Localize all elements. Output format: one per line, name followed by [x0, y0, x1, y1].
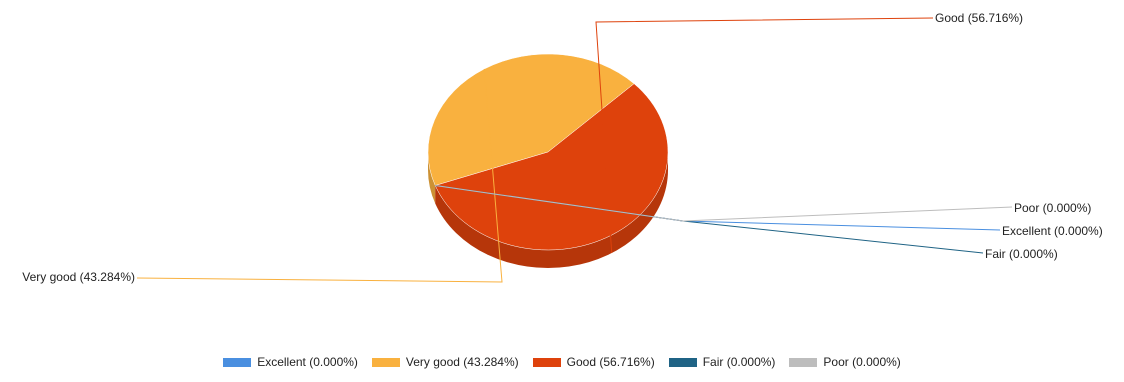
- legend-item-good[interactable]: Good (56.716%): [532, 355, 655, 369]
- slice-label-very-good: Very good (43.284%): [22, 270, 135, 284]
- legend-label-good: Good (56.716%): [566, 355, 655, 369]
- slice-label-fair: Fair (0.000%): [985, 247, 1058, 261]
- legend-swatch-good: [532, 357, 561, 367]
- legend-item-excellent[interactable]: Excellent (0.000%): [223, 355, 358, 369]
- slice-label-poor: Poor (0.000%): [1014, 201, 1091, 215]
- legend-item-fair[interactable]: Fair (0.000%): [668, 355, 776, 369]
- legend-label-excellent: Excellent (0.000%): [257, 355, 358, 369]
- pie-top-layer: [427, 53, 669, 251]
- chart-legend: Excellent (0.000%) Very good (43.284%) G…: [0, 353, 1124, 371]
- legend-swatch-fair: [668, 357, 697, 367]
- legend-label-very-good: Very good (43.284%): [405, 355, 519, 369]
- legend-swatch-very-good: [371, 357, 400, 367]
- leader-line-good: [595, 17, 934, 254]
- slice-side-very-good-0: [428, 152, 436, 204]
- legend-label-fair: Fair (0.000%): [702, 355, 776, 369]
- legend-label-poor: Poor (0.000%): [823, 355, 901, 369]
- legend-item-very-good[interactable]: Very good (43.284%): [371, 355, 519, 369]
- pie-depth-layer: [428, 152, 668, 269]
- leader-line-poor: [435, 185, 1013, 222]
- legend-swatch-excellent: [223, 357, 252, 367]
- slice-good[interactable]: [434, 83, 669, 251]
- slice-side-good-0: [435, 152, 668, 269]
- slice-label-good: Good (56.716%): [935, 11, 1023, 25]
- legend-swatch-poor: [789, 357, 818, 367]
- legend-item-poor[interactable]: Poor (0.000%): [789, 355, 901, 369]
- leader-line-very-good: [136, 68, 503, 283]
- slice-label-excellent: Excellent (0.000%): [1002, 224, 1103, 238]
- slice-labels: Excellent (0.000%) Very good (43.284%) Goo…: [22, 11, 1102, 284]
- leader-lines: [136, 17, 1013, 283]
